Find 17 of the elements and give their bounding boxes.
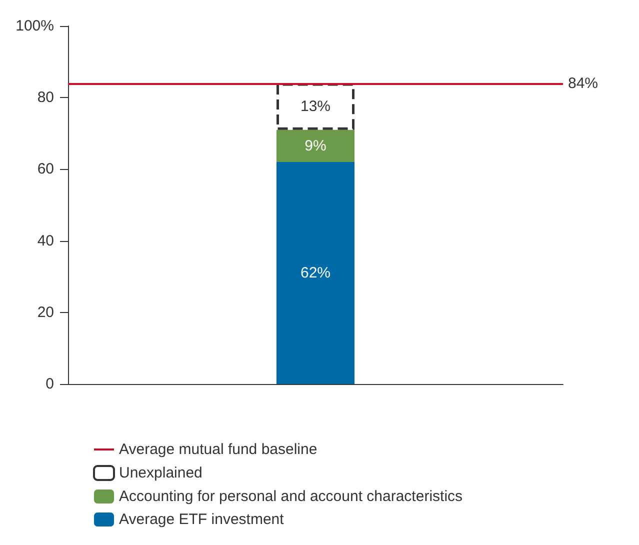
bar <box>276 162 354 384</box>
y-tick-label: 60 <box>37 160 54 178</box>
y-tick-label: 20 <box>37 304 54 321</box>
legend-label: Accounting for personal and account characteristics <box>119 488 463 505</box>
data-label: 13% <box>300 98 331 116</box>
y-tick-label: 0 <box>46 376 54 392</box>
y-tick-label: 40 <box>37 232 54 250</box>
bar <box>276 130 354 162</box>
text: 84% <box>568 74 598 92</box>
legend-label: Unexplained <box>119 464 202 482</box>
y-tick-label: 100% <box>16 18 54 34</box>
data-label: 62% <box>300 264 331 282</box>
legend-label: Average mutual fund baseline <box>119 441 318 458</box>
y-tick-label: 80 <box>37 89 54 106</box>
legend-label: Average ETF investment <box>119 511 285 528</box>
data-label: 9% <box>304 137 326 154</box>
bar <box>276 83 354 130</box>
